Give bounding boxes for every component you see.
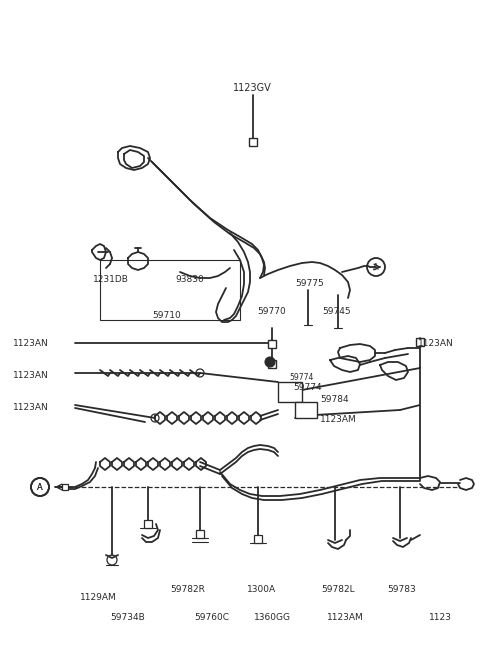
FancyBboxPatch shape (62, 484, 68, 490)
Text: 1123: 1123 (429, 614, 451, 622)
FancyBboxPatch shape (196, 530, 204, 538)
Text: 1123AN: 1123AN (13, 371, 49, 380)
Text: A: A (37, 482, 43, 491)
FancyBboxPatch shape (416, 338, 424, 346)
Text: 59774: 59774 (293, 384, 322, 392)
Text: 1360GG: 1360GG (253, 614, 290, 622)
Text: 59782R: 59782R (170, 585, 205, 595)
Text: 59784: 59784 (320, 396, 348, 405)
Text: 59774: 59774 (289, 373, 313, 382)
Text: 59734B: 59734B (110, 614, 145, 622)
FancyBboxPatch shape (144, 520, 152, 528)
Text: A: A (373, 263, 379, 271)
FancyBboxPatch shape (249, 138, 257, 146)
Circle shape (265, 357, 275, 367)
Text: 1123GV: 1123GV (233, 83, 271, 93)
Text: 59783: 59783 (388, 585, 416, 595)
Text: 59710: 59710 (153, 311, 181, 321)
FancyBboxPatch shape (278, 382, 302, 402)
Text: 1129AM: 1129AM (80, 593, 116, 602)
FancyBboxPatch shape (268, 340, 276, 348)
FancyBboxPatch shape (295, 402, 317, 418)
Text: 93830: 93830 (175, 275, 204, 284)
Text: 59760C: 59760C (194, 614, 229, 622)
Text: 1300A: 1300A (247, 585, 276, 595)
FancyBboxPatch shape (254, 535, 262, 543)
Text: 1123AM: 1123AM (320, 415, 357, 424)
Text: 59782L: 59782L (321, 585, 355, 595)
Text: 59775: 59775 (296, 279, 324, 288)
Text: A: A (37, 482, 43, 491)
Text: 1123AM: 1123AM (326, 614, 363, 622)
Text: 59770: 59770 (258, 307, 287, 317)
FancyBboxPatch shape (268, 360, 276, 368)
Text: 1231DB: 1231DB (93, 275, 129, 284)
Text: 1123AN: 1123AN (13, 403, 49, 413)
Text: 59745: 59745 (323, 307, 351, 317)
Text: 1123AN: 1123AN (13, 340, 49, 348)
Text: 1123AN: 1123AN (418, 340, 454, 348)
